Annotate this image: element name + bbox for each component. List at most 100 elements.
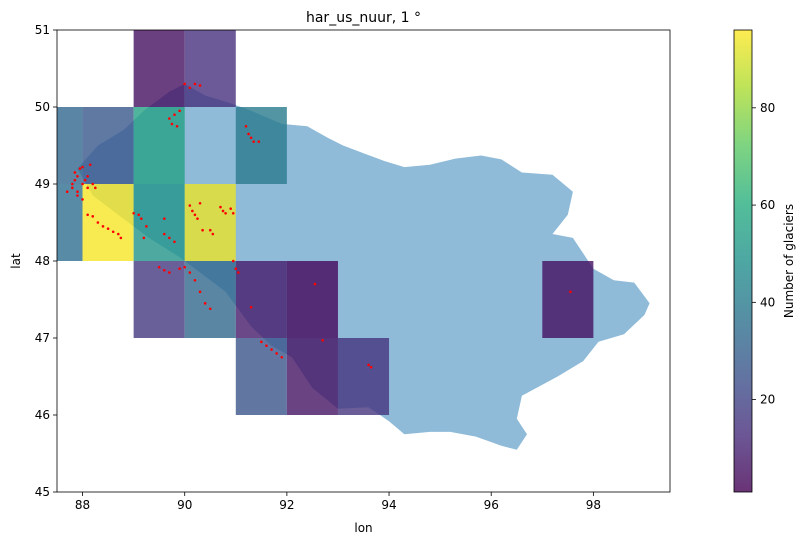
glacier-cell — [184, 30, 236, 107]
glacier-cell — [57, 184, 83, 261]
colorbar-tick-label: 40 — [760, 295, 775, 309]
glacier-point — [168, 271, 171, 274]
glacier-point — [188, 86, 192, 90]
glacier-point — [76, 194, 79, 197]
glacier-cell — [235, 338, 287, 415]
glacier-point — [231, 259, 235, 263]
glacier-cell — [133, 184, 185, 261]
y-tick-label: 48 — [35, 254, 50, 268]
y-tick-label: 45 — [35, 485, 50, 499]
glacier-point — [111, 230, 115, 234]
glacier-point — [188, 204, 192, 207]
glacier-cell — [82, 107, 134, 184]
x-tick-label: 96 — [484, 498, 499, 512]
glacier-point — [196, 217, 199, 220]
glacier-point — [101, 225, 105, 228]
glacier-point — [137, 213, 141, 217]
glacier-point — [73, 171, 77, 174]
glacier-point — [86, 175, 89, 178]
glacier-point — [237, 271, 240, 274]
glacier-point — [168, 117, 171, 120]
glacier-point — [168, 236, 171, 240]
glacier-cell — [286, 338, 338, 415]
glacier-point — [71, 182, 74, 186]
glacier-point — [86, 213, 89, 217]
glacier-cell — [542, 261, 594, 338]
glacier-point — [175, 124, 179, 128]
glacier-cell — [235, 107, 287, 184]
glacier-point — [208, 307, 212, 311]
glacier-point — [193, 278, 197, 282]
glacier-point — [145, 225, 148, 228]
colorbar-tick-label: 20 — [760, 393, 775, 407]
glacier-point — [142, 236, 146, 240]
glacier-point — [221, 209, 225, 213]
glacier-point — [157, 265, 161, 269]
glacier-point — [94, 186, 97, 190]
glacier-point — [249, 136, 253, 140]
plot-area — [57, 30, 650, 450]
glacier-point — [569, 290, 572, 294]
glacier-point — [201, 228, 204, 232]
glacier-point — [198, 84, 202, 87]
glacier-point — [91, 182, 95, 186]
glacier-point — [65, 190, 69, 193]
glacier-point — [73, 178, 77, 182]
glacier-point — [178, 109, 181, 113]
glacier-point — [270, 348, 273, 351]
glacier-cell — [57, 107, 83, 184]
x-tick-label: 94 — [381, 498, 396, 512]
glacier-point — [313, 282, 317, 286]
glacier-point — [78, 167, 82, 170]
glacier-point — [170, 122, 174, 126]
glacier-point — [183, 265, 187, 269]
basin-outline — [77, 83, 650, 450]
glacier-point — [81, 198, 84, 201]
glacier-point — [173, 240, 176, 244]
glacier-point — [178, 267, 181, 271]
x-tick-label: 92 — [279, 498, 294, 512]
glacier-point — [162, 217, 166, 220]
glacier-points — [65, 82, 572, 369]
glacier-point — [369, 365, 373, 369]
glacier-point — [173, 113, 176, 116]
y-tick-label: 50 — [35, 100, 50, 114]
glacier-cell — [235, 261, 287, 338]
colorbar-gradient — [734, 30, 752, 492]
glacier-point — [193, 82, 197, 86]
glacier-point — [244, 124, 248, 128]
glacier-cell — [82, 184, 134, 261]
x-axis-ticks: 88 90 92 94 96 98 — [75, 492, 601, 512]
glacier-point — [188, 271, 192, 274]
glacier-point — [321, 339, 324, 342]
glacier-point — [119, 236, 123, 240]
glacier-point — [162, 232, 166, 236]
glacier-point — [257, 140, 261, 143]
x-tick-label: 90 — [177, 498, 192, 512]
glacier-point — [76, 175, 79, 178]
glacier-point — [96, 221, 100, 224]
glacier-point — [275, 352, 278, 355]
x-axis-label: lon — [354, 521, 372, 535]
glacier-point — [81, 182, 84, 186]
glacier-point — [91, 215, 95, 218]
glacier-point — [88, 163, 92, 167]
glacier-point — [224, 211, 227, 215]
glacier-point — [231, 211, 235, 215]
glacier-point — [198, 290, 202, 294]
glacier-point — [265, 344, 268, 348]
glacier-point — [71, 186, 74, 190]
glacier-point — [193, 213, 197, 217]
colorbar-label: Number of glaciers — [782, 204, 796, 318]
colorbar-tick-label: 60 — [760, 198, 775, 212]
y-axis-ticks: 45 46 47 48 49 50 51 — [35, 23, 57, 499]
glacier-point — [229, 207, 232, 210]
glacier-point — [247, 132, 250, 136]
glacier-point — [83, 178, 87, 182]
glacier-point — [76, 190, 79, 193]
colorbar-frame — [733, 29, 753, 493]
glacier-point — [249, 305, 253, 309]
glacier-point — [208, 228, 212, 232]
glacier-point — [280, 355, 284, 359]
glacier-point — [203, 302, 207, 305]
